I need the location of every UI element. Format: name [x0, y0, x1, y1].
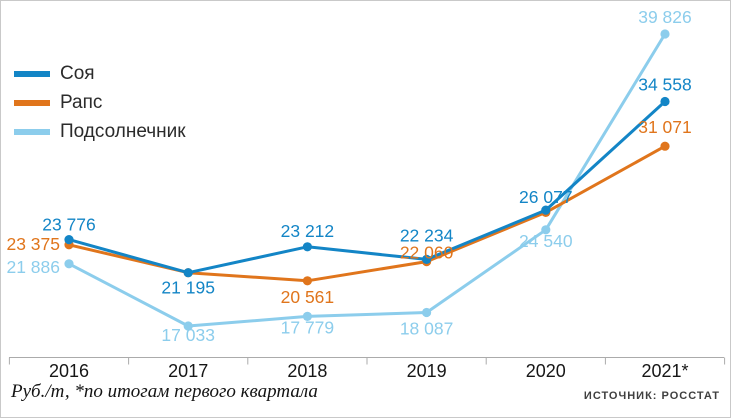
data-point [302, 311, 312, 321]
legend: Соя Рапс Подсолнечник [14, 63, 186, 150]
series-Подсолнечник [64, 29, 670, 331]
data-label: 17 033 [161, 325, 215, 345]
data-label: 18 087 [400, 319, 454, 339]
data-label: 21 195 [161, 278, 215, 298]
legend-label: Подсолнечник [60, 121, 186, 142]
data-label: 39 826 [638, 7, 692, 27]
data-label: 34 558 [638, 75, 692, 95]
data-label: 23 212 [281, 221, 335, 241]
data-label: 26 077 [519, 187, 573, 207]
data-point [64, 235, 74, 245]
data-point [64, 259, 74, 269]
data-point [183, 321, 193, 331]
x-axis-label: 2021* [641, 361, 688, 381]
legend-swatch [14, 99, 50, 106]
x-axis-label: 2019 [407, 361, 447, 381]
data-label: 23 776 [42, 215, 96, 235]
data-point [541, 205, 551, 215]
legend-swatch [14, 128, 50, 135]
data-point [660, 29, 670, 39]
legend-item-Подсолнечник: Подсолнечник [14, 121, 186, 142]
data-point [541, 225, 551, 235]
data-label: 23 375 [6, 234, 60, 254]
series-line [68, 100, 667, 275]
data-point [302, 276, 312, 286]
legend-item-Соя: Соя [14, 63, 186, 84]
series-line [68, 144, 666, 283]
x-axis-label: 2018 [287, 361, 327, 381]
series-Соя [64, 96, 670, 278]
data-point [183, 268, 193, 278]
x-axis-label: 2016 [49, 361, 89, 381]
legend-label: Рапс [60, 92, 103, 113]
data-point [660, 96, 670, 107]
data-label: 20 561 [281, 287, 335, 307]
data-label: 22 060 [400, 243, 454, 263]
data-point [302, 242, 312, 252]
footnote: Руб./т, *по итогам первого квартала [11, 381, 318, 402]
data-label: 22 234 [400, 225, 454, 245]
legend-item-Рапс: Рапс [14, 92, 186, 113]
data-point [422, 307, 432, 318]
data-point [422, 254, 432, 264]
data-label: 21 886 [6, 257, 60, 277]
legend-label: Соя [60, 63, 95, 84]
data-point [660, 141, 670, 151]
series-line [68, 33, 667, 328]
x-axis-label: 2020 [526, 361, 566, 381]
legend-swatch [14, 70, 50, 77]
data-label: 31 071 [638, 117, 692, 137]
data-label: 24 540 [519, 231, 573, 251]
source-credit: ИСТОЧНИК: РОССТАТ [583, 390, 720, 402]
x-axis-label: 2017 [168, 361, 208, 381]
line-chart: 2016 2017 2018 2019 2020 2021* 23 776 21 195 23 … [6, 7, 726, 381]
data-label: 17 779 [281, 317, 335, 337]
